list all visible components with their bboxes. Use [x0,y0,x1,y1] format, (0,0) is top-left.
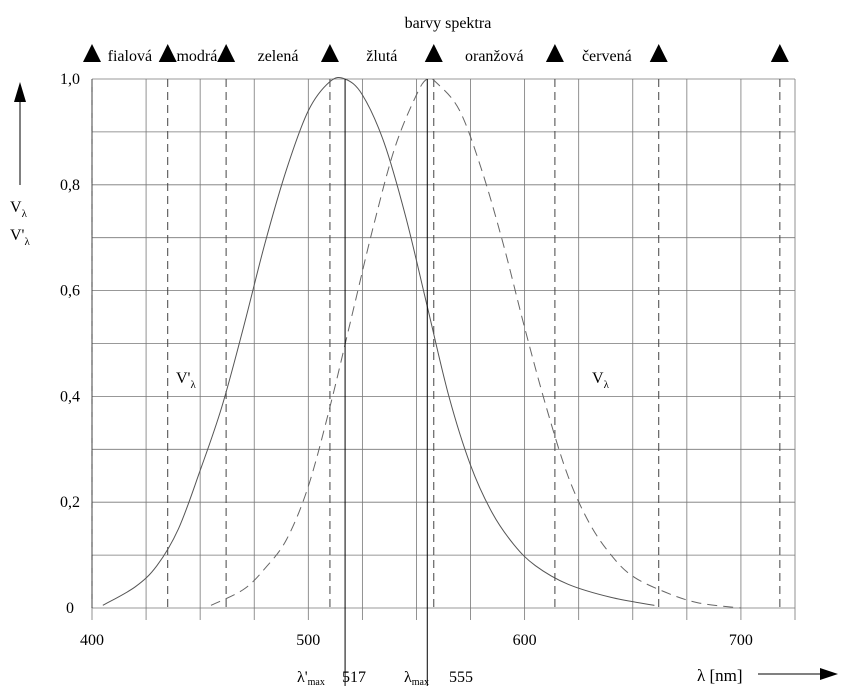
x-axis-label: λ [nm] [697,666,838,685]
y-axis-arrow [14,82,26,185]
peak-value: 555 [449,669,473,686]
band-marker-triangle [424,44,443,62]
x-tick-label: 400 [80,632,104,649]
band-label: modrá [176,48,217,65]
band-marker-triangle [545,44,564,62]
series-label: V'λ [176,370,196,391]
peak-label: λ'max [297,669,325,686]
band-markers [83,44,789,62]
band-label: oranžová [465,48,524,65]
x-tick-label: 500 [296,632,320,649]
y-tick-label: 0 [66,600,74,617]
series-line [210,77,741,609]
series-line [102,76,655,606]
peak-markers: λ'max 517 λmax 555 [297,79,473,686]
y-tick-label: 0,4 [60,388,80,405]
band-label: zelená [258,48,299,65]
band-label: žlutá [366,48,397,65]
svg-text:Vλ: Vλ [10,199,28,220]
peak-label: λmax [404,669,429,686]
x-tick-labels: 400 500 600 700 [80,632,753,649]
series-label: Vλ [592,370,610,391]
band-marker-triangle [320,44,339,62]
y-tick-label: 0,6 [60,283,80,300]
y-tick-labels: 0 0,2 0,4 0,6 0,8 1,0 [60,71,80,617]
y-axis-label: Vλ V'λ [10,199,30,248]
band-marker-triangle [217,44,236,62]
grid [91,78,796,620]
peak-value: 517 [342,669,366,686]
x-tick-label: 700 [729,632,753,649]
curves: V'λ Vλ [102,76,741,609]
band-marker-triangle [770,44,789,62]
y-tick-label: 1,0 [60,71,80,88]
band-labels: fialová modrá zelená žlutá oranžová červená [108,48,632,65]
band-label: červená [582,48,632,65]
band-marker-triangle [158,44,177,62]
y-tick-label: 0,8 [60,177,80,194]
band-marker-triangle [83,44,101,62]
band-marker-triangle [649,44,668,62]
band-label: fialová [108,48,152,65]
chart-title: barvy spektra [405,15,492,32]
x-tick-label: 600 [513,632,537,649]
band-boundary-lines [91,79,781,608]
svg-text:λ [nm]: λ [nm] [697,666,743,685]
svg-text:V'λ: V'λ [10,227,30,248]
y-tick-label: 0,2 [60,494,80,511]
